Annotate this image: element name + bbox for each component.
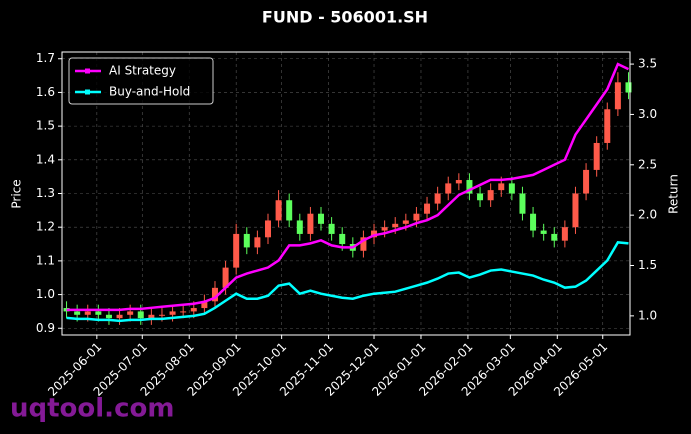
candle-body xyxy=(360,237,367,251)
legend-marker xyxy=(85,89,90,95)
candle-body xyxy=(190,308,197,312)
y2-tick-label: 1.0 xyxy=(638,308,657,322)
candle-body xyxy=(233,233,240,268)
candle-body xyxy=(169,311,176,315)
candle-body xyxy=(116,314,123,319)
y2-axis-label: Return xyxy=(667,174,681,214)
candle-body xyxy=(508,183,515,194)
y-tick-label: 1.7 xyxy=(36,51,55,65)
candle-body xyxy=(413,213,420,221)
line-series xyxy=(66,62,630,312)
y2-tick-label: 3.0 xyxy=(638,107,657,121)
candle-body xyxy=(84,311,91,315)
y2-tick-label: 2.5 xyxy=(638,157,657,171)
candle-body xyxy=(286,200,293,221)
candle-body xyxy=(551,233,558,241)
candle-body xyxy=(434,193,441,204)
candle-body xyxy=(264,220,271,238)
candle-body xyxy=(540,230,547,234)
candle-body xyxy=(328,223,335,234)
candle-body xyxy=(307,213,314,234)
y-tick-label: 1.4 xyxy=(36,152,55,166)
line-series xyxy=(66,241,629,323)
watermark: uqtool.com xyxy=(10,394,174,424)
candle-body xyxy=(477,193,484,201)
candle-body xyxy=(137,311,144,319)
candle-body xyxy=(519,193,526,214)
candle-body xyxy=(180,311,187,313)
candle-body xyxy=(593,142,600,170)
candle-body xyxy=(381,227,388,231)
candle-body xyxy=(466,180,473,194)
legend-label: AI Strategy xyxy=(109,64,176,78)
candle-body xyxy=(318,213,325,224)
candle-body xyxy=(455,180,462,184)
candle-body xyxy=(583,169,590,194)
candle-body xyxy=(74,311,81,315)
y-tick-label: 1.6 xyxy=(36,85,55,99)
chart-title: FUND - 506001.SH xyxy=(262,8,428,27)
candle-body xyxy=(275,200,282,221)
candle-body xyxy=(158,314,165,316)
candle-body xyxy=(296,220,303,234)
candle-body xyxy=(392,223,399,228)
candle-body xyxy=(127,311,134,315)
candle-body xyxy=(148,314,155,319)
y2-tick-label: 3.5 xyxy=(638,57,657,71)
y-tick-label: 1.2 xyxy=(36,220,55,234)
legend-marker xyxy=(85,68,90,74)
candle-body xyxy=(625,82,632,93)
candle-body xyxy=(487,190,494,201)
candle-body xyxy=(604,109,611,143)
candle-body xyxy=(614,82,621,110)
candle-body xyxy=(424,203,431,214)
candle-body xyxy=(254,237,261,248)
y-tick-label: 1.5 xyxy=(36,119,55,133)
candle-body xyxy=(445,183,452,194)
y-axis-label: Price xyxy=(10,179,24,208)
candle-body xyxy=(222,267,229,288)
candle-body xyxy=(371,230,378,238)
y-tick-label: 0.9 xyxy=(36,321,55,335)
candle-body xyxy=(211,287,218,302)
y-tick-label: 1.1 xyxy=(36,253,55,267)
candle-body xyxy=(105,314,112,319)
y-tick-label: 1.3 xyxy=(36,186,55,200)
candle-body xyxy=(561,227,568,241)
candle-body xyxy=(498,183,505,191)
y2-tick-label: 2.0 xyxy=(638,208,657,222)
y2-tick-label: 1.5 xyxy=(638,258,657,272)
candle-body xyxy=(95,311,102,315)
candle-body xyxy=(339,233,346,245)
candle-body xyxy=(402,220,409,224)
candle-body xyxy=(243,233,250,248)
legend-box xyxy=(68,57,214,105)
candle-body xyxy=(530,213,537,231)
y-tick-label: 1.0 xyxy=(36,287,55,301)
legend-label: Buy-and-Hold xyxy=(109,85,190,99)
candle-body xyxy=(201,301,208,309)
candle-body xyxy=(572,193,579,228)
plot-frame xyxy=(61,51,631,336)
